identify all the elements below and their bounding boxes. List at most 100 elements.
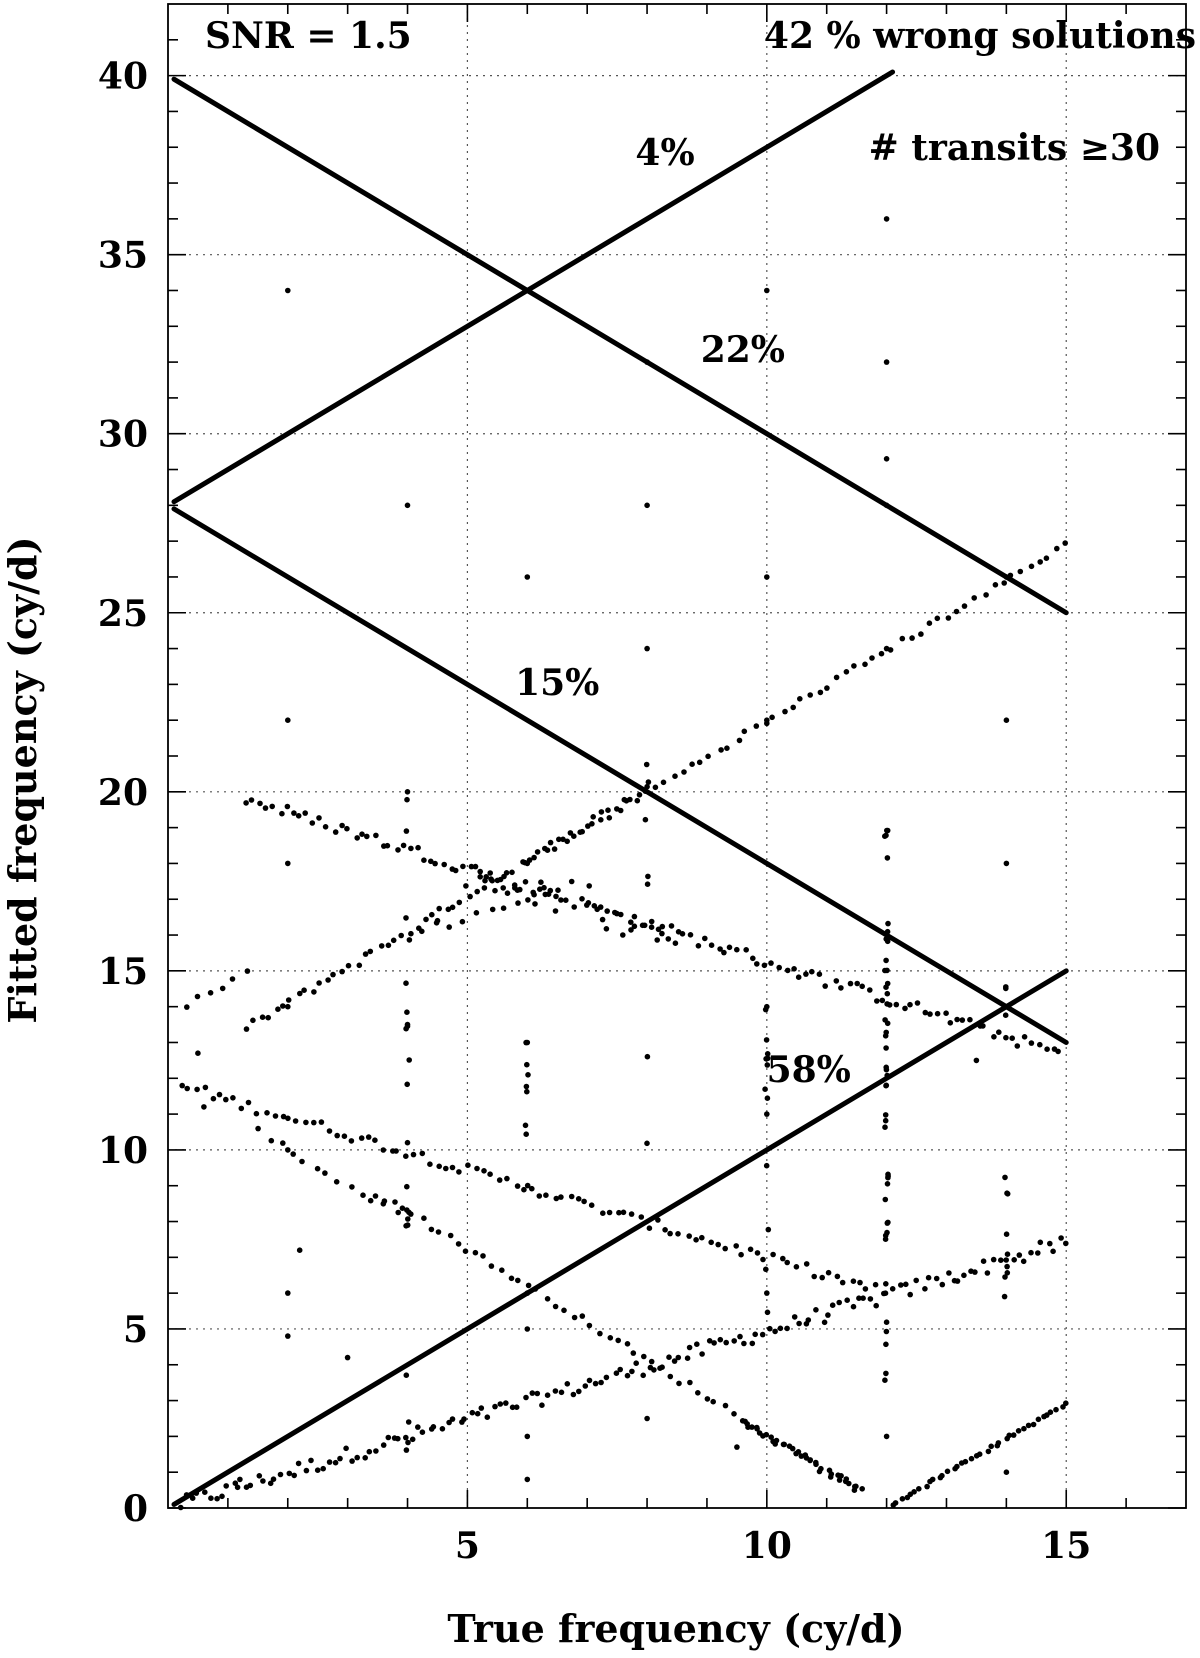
point xyxy=(883,216,890,222)
point xyxy=(764,1062,771,1068)
point xyxy=(404,1021,411,1028)
point xyxy=(883,1029,889,1036)
point xyxy=(859,983,865,990)
point xyxy=(648,1358,655,1365)
point xyxy=(219,1493,225,1500)
point xyxy=(408,930,414,937)
point xyxy=(662,1227,668,1233)
point xyxy=(395,847,401,853)
point xyxy=(343,1445,349,1452)
point xyxy=(488,1263,495,1269)
point xyxy=(333,1179,340,1185)
point xyxy=(615,1337,621,1344)
point xyxy=(264,1110,270,1116)
point xyxy=(462,1248,469,1254)
point xyxy=(893,1001,900,1008)
point xyxy=(883,1319,890,1325)
point xyxy=(1004,1270,1011,1276)
point xyxy=(588,1202,595,1208)
point xyxy=(284,803,291,810)
point xyxy=(280,1003,286,1009)
point xyxy=(489,906,496,913)
point xyxy=(553,1195,560,1202)
point xyxy=(768,1434,774,1440)
point xyxy=(1003,1034,1009,1041)
point xyxy=(538,879,544,885)
point xyxy=(706,1338,713,1344)
point xyxy=(616,1209,622,1216)
point xyxy=(405,1419,412,1425)
point xyxy=(925,1274,932,1281)
point xyxy=(586,1377,593,1384)
point xyxy=(524,1433,531,1440)
point xyxy=(598,1379,604,1386)
point xyxy=(1043,555,1050,561)
point xyxy=(943,1010,949,1016)
trend-line-2 xyxy=(171,506,1069,1045)
data-points xyxy=(177,216,1069,1511)
point xyxy=(367,948,374,955)
point xyxy=(715,1241,721,1248)
point xyxy=(857,1279,863,1286)
trend-line-1 xyxy=(171,968,1069,1507)
point xyxy=(620,1209,627,1216)
point xyxy=(644,1415,650,1422)
point xyxy=(560,836,566,843)
point xyxy=(613,1370,620,1376)
point xyxy=(403,1447,410,1453)
point xyxy=(285,997,292,1003)
point xyxy=(360,1192,366,1198)
point xyxy=(992,582,999,588)
point xyxy=(883,1045,889,1051)
point xyxy=(760,1256,766,1263)
point xyxy=(731,1338,737,1344)
point xyxy=(308,1457,314,1464)
point xyxy=(523,1083,530,1090)
point xyxy=(899,635,906,642)
point xyxy=(285,1147,291,1153)
point xyxy=(654,937,660,943)
point xyxy=(503,1400,509,1406)
point xyxy=(339,822,345,829)
point xyxy=(358,1135,365,1141)
point xyxy=(903,1281,909,1288)
point xyxy=(551,846,558,852)
point xyxy=(480,1253,486,1259)
point xyxy=(842,1478,849,1485)
point xyxy=(504,890,511,896)
point xyxy=(630,1350,637,1356)
point xyxy=(432,860,438,867)
point xyxy=(739,1418,746,1424)
point xyxy=(764,1003,770,1010)
point xyxy=(939,1281,946,1288)
point xyxy=(456,1169,462,1175)
point xyxy=(299,1158,305,1165)
point xyxy=(223,1483,229,1489)
point xyxy=(452,867,459,874)
point xyxy=(738,1251,744,1258)
point xyxy=(356,962,363,969)
tick-labels: 5 10 15 0 5 10 15 20 25 30 35 40 xyxy=(98,56,1091,1567)
point xyxy=(372,1193,379,1199)
point xyxy=(856,1295,862,1301)
point xyxy=(883,1433,890,1440)
point xyxy=(882,1112,889,1118)
point xyxy=(764,1051,771,1057)
point xyxy=(882,1236,889,1242)
point xyxy=(628,927,634,933)
point xyxy=(474,1410,481,1417)
point xyxy=(210,1095,217,1102)
point xyxy=(606,1209,613,1216)
point xyxy=(724,745,730,751)
point xyxy=(885,1173,891,1179)
point xyxy=(947,1020,954,1026)
point xyxy=(1063,1240,1069,1247)
point xyxy=(665,936,672,942)
point xyxy=(404,1139,411,1146)
point xyxy=(579,828,585,835)
point xyxy=(929,1476,936,1483)
point xyxy=(1009,1035,1015,1041)
point xyxy=(1035,1416,1042,1423)
point xyxy=(372,1137,378,1143)
point xyxy=(606,815,613,821)
